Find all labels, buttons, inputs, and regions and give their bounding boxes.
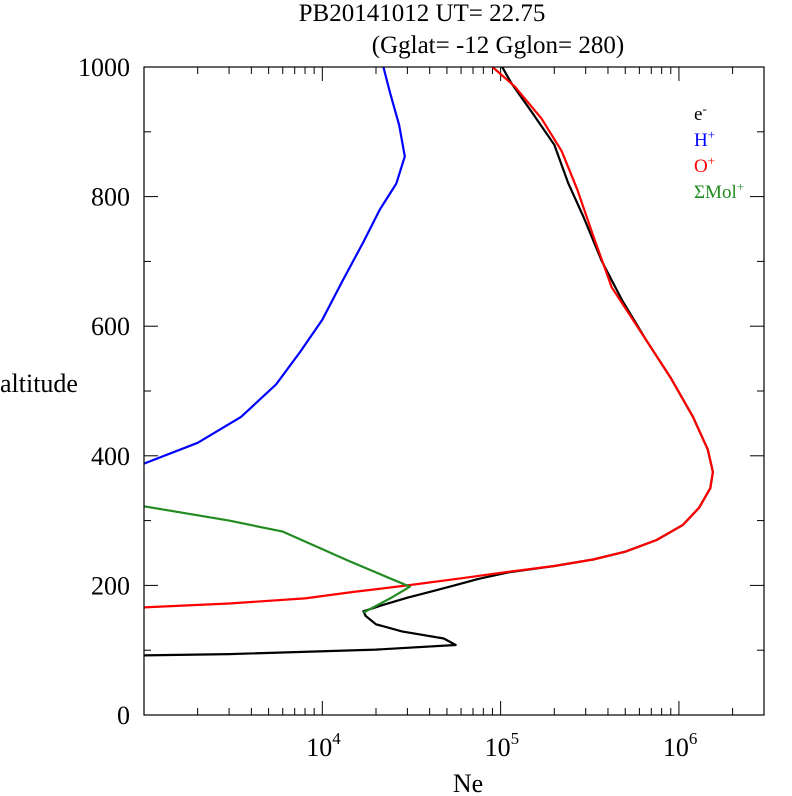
y-tick-label: 400: [91, 442, 130, 471]
x-tick-exponent: 6: [689, 729, 698, 748]
x-tick-labels: 104 105 106: [306, 729, 697, 762]
x-tick-base: 10: [663, 733, 689, 762]
legend-entry: O+: [694, 153, 715, 177]
y-tick-label: 800: [91, 183, 130, 212]
series-layer: [143, 66, 715, 657]
x-tick-exponent: 4: [332, 729, 341, 748]
legend-label: O: [694, 156, 708, 177]
chart-title-line2: (Gglat= -12 Gglon= 280): [372, 32, 624, 59]
series-line-o: [143, 66, 715, 609]
x-tick-exponent: 5: [511, 729, 519, 748]
legend-label: ΣMol: [694, 182, 737, 203]
series-line-h: [143, 66, 406, 465]
x-tick-base: 10: [485, 733, 511, 762]
x-tick-label: 106: [663, 729, 698, 762]
x-tick-label: 105: [485, 729, 519, 762]
x-tick-base: 10: [306, 733, 332, 762]
y-tick-label: 1000: [78, 53, 130, 82]
legend-superscript: -: [702, 101, 706, 116]
legend-label: e: [694, 104, 702, 125]
y-axis-label: altitude: [0, 369, 78, 398]
x-tick-label: 104: [306, 729, 341, 762]
legend-superscript: +: [737, 179, 744, 194]
y-tick-label: 200: [91, 571, 130, 600]
legend-entry: H+: [694, 127, 715, 151]
plot-frame: [143, 66, 765, 716]
legend-superscript: +: [708, 153, 715, 168]
y-tick-label: 600: [91, 312, 130, 341]
legend-label: H: [694, 130, 708, 151]
legend: e-H+O+ΣMol+: [694, 101, 744, 203]
legend-entry: e-: [694, 101, 707, 125]
series-line-mol: [143, 505, 411, 614]
chart-title-line1: PB20141012 UT= 22.75: [299, 0, 546, 27]
y-tick-label: 0: [117, 701, 130, 730]
legend-entry: ΣMol+: [694, 179, 744, 203]
series-line-e: [143, 66, 715, 657]
y-tick-labels: 0 200 400 600 800 1000: [78, 53, 130, 730]
x-axis-label: Ne: [453, 769, 483, 796]
legend-superscript: +: [708, 127, 715, 142]
axis-ticks: [143, 66, 765, 716]
